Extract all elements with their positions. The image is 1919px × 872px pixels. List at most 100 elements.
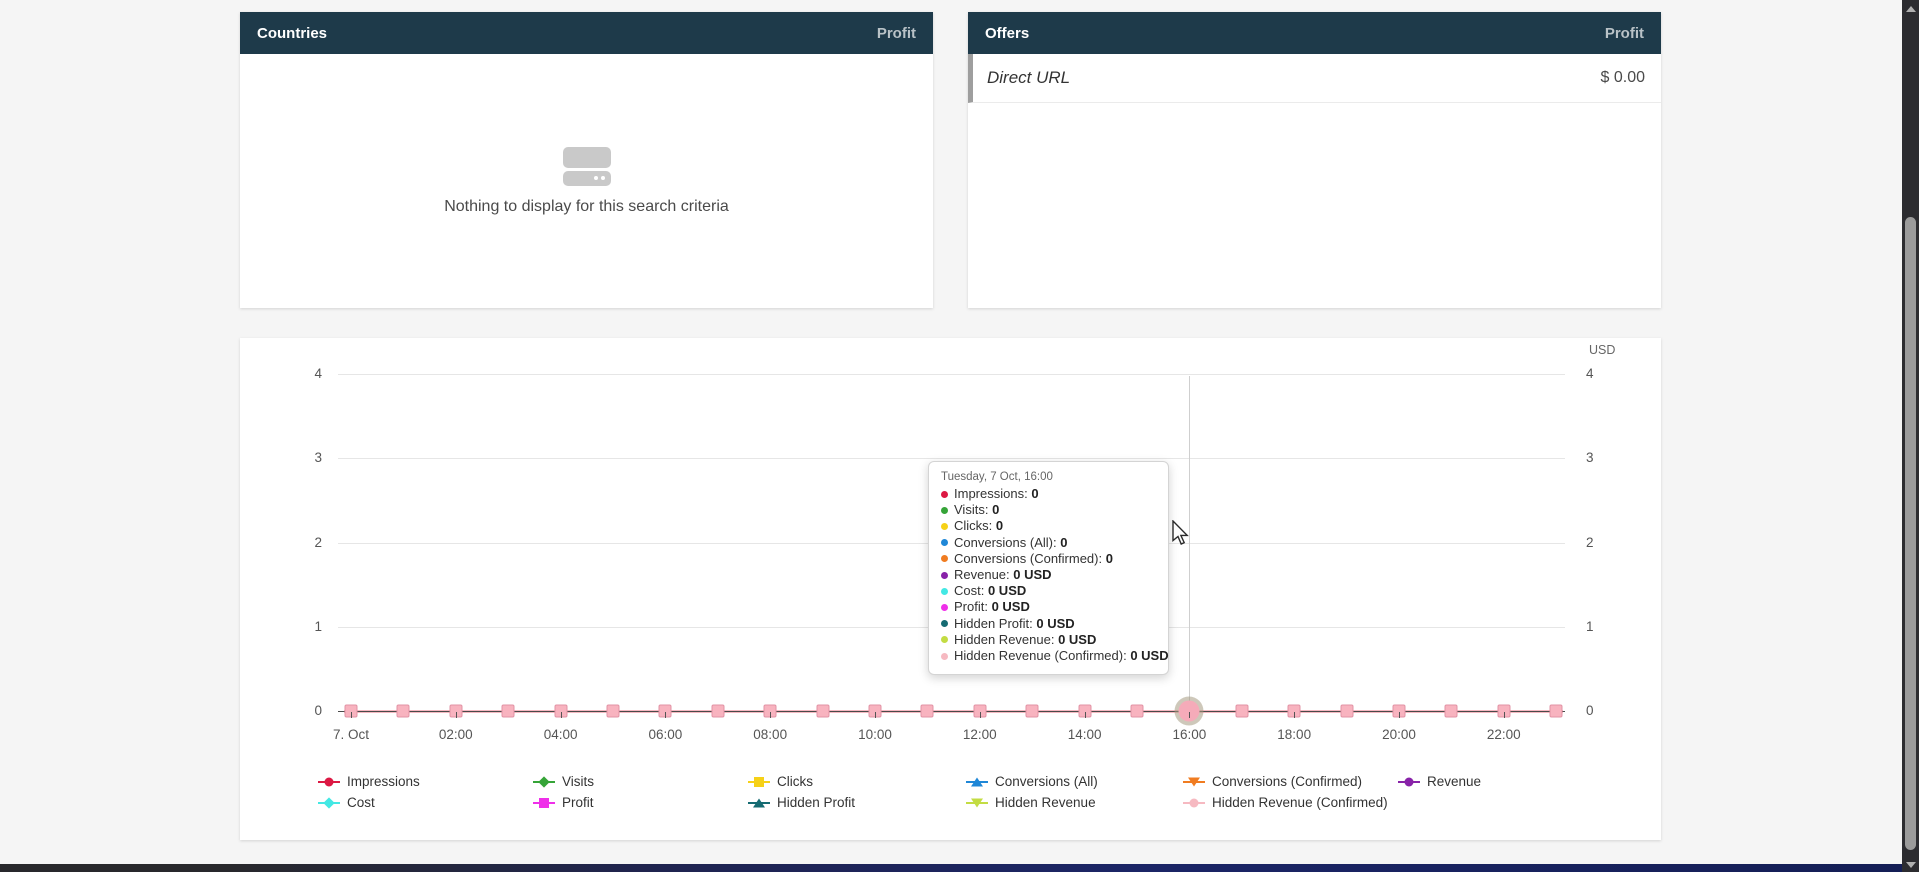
chart-tooltip-title: Tuesday, 7 Oct, 16:00 bbox=[941, 471, 1053, 483]
tooltip-series-row: Visits: 0 bbox=[941, 502, 1156, 518]
tri-down-marker-icon bbox=[966, 796, 988, 810]
legend-shape bbox=[971, 777, 983, 786]
data-point-marker[interactable] bbox=[606, 704, 620, 718]
chart-crosshair-line bbox=[1188, 376, 1191, 701]
x-axis-tickmark bbox=[560, 712, 562, 718]
y-gridline bbox=[338, 458, 1565, 460]
legend-label[interactable]: Hidden Revenue bbox=[995, 795, 1096, 810]
x-axis-tick-label: 14:00 bbox=[1067, 727, 1102, 742]
legend-label[interactable]: Revenue bbox=[1427, 774, 1482, 789]
offers-metric-label[interactable]: Profit bbox=[1604, 24, 1644, 42]
legend-item-visits[interactable]: Visits bbox=[533, 774, 594, 789]
legend-label[interactable]: Hidden Profit bbox=[777, 795, 856, 810]
legend-shape bbox=[753, 798, 765, 807]
chart-tooltip: Tuesday, 7 Oct, 16:00 Impressions: 0 Visi… bbox=[928, 461, 1169, 676]
hovered-data-point[interactable] bbox=[1178, 700, 1200, 722]
legend-label[interactable]: Hidden Revenue (Confirmed) bbox=[1212, 795, 1388, 810]
tooltip-series-bullet bbox=[941, 587, 948, 595]
countries-panel-header: Countries Profit bbox=[240, 12, 933, 54]
x-axis-tick-label: 08:00 bbox=[753, 727, 788, 742]
legend-label[interactable]: Impressions bbox=[347, 774, 420, 789]
countries-panel-title: Countries bbox=[257, 24, 328, 42]
x-axis-tickmark bbox=[979, 712, 981, 718]
legend-item-clicks[interactable]: Clicks bbox=[748, 774, 813, 789]
legend-shape bbox=[754, 776, 764, 787]
y-axis-label-left: 0 bbox=[314, 703, 322, 718]
tooltip-series-row: Profit: 0 USD bbox=[941, 599, 1156, 615]
tooltip-series-row: Revenue: 0 USD bbox=[941, 567, 1156, 583]
legend-item-hidden-revenue[interactable]: Hidden Revenue bbox=[966, 795, 1096, 810]
legend-label[interactable]: Conversions (Confirmed) bbox=[1212, 774, 1363, 789]
x-axis-tickmark bbox=[1399, 712, 1400, 718]
legend-label[interactable]: Clicks bbox=[777, 774, 813, 789]
y-axis-label-right: 2 bbox=[1586, 534, 1594, 550]
mouse-cursor bbox=[1172, 520, 1189, 545]
tooltip-series-bullet bbox=[941, 636, 948, 644]
tooltip-series-text: Visits: 0 bbox=[954, 502, 1000, 518]
data-point-marker[interactable] bbox=[1025, 704, 1039, 718]
legend-item-profit[interactable]: Profit bbox=[533, 795, 594, 810]
x-axis-tickmark bbox=[770, 712, 772, 718]
circle-marker-icon bbox=[318, 775, 340, 789]
bottom-edge-bar bbox=[0, 864, 1902, 872]
tooltip-series-row: Cost: 0 USD bbox=[941, 583, 1156, 599]
offer-row-direct-url[interactable]: Direct URL $ 0.00 bbox=[968, 54, 1661, 103]
offer-profit-value: $ 0.00 bbox=[1600, 69, 1645, 86]
data-point-marker[interactable] bbox=[501, 704, 515, 718]
data-point-marker[interactable] bbox=[1340, 704, 1354, 718]
data-point-marker[interactable] bbox=[1130, 704, 1144, 718]
tri-down-marker-icon bbox=[1183, 775, 1205, 789]
tooltip-series-text: Hidden Revenue: 0 USD bbox=[954, 631, 1097, 647]
data-point-marker[interactable] bbox=[711, 704, 725, 718]
legend-shape bbox=[539, 797, 549, 808]
legend-item-revenue[interactable]: Revenue bbox=[1398, 774, 1481, 789]
scrollbar-thumb[interactable] bbox=[1905, 217, 1916, 850]
x-axis-tickmark bbox=[875, 712, 876, 718]
legend-label[interactable]: Profit bbox=[562, 795, 594, 810]
tooltip-series-bullet bbox=[941, 523, 948, 530]
vertical-scrollbar[interactable] bbox=[1902, 0, 1919, 872]
legend-item-conversions-all[interactable]: Conversions (All) bbox=[966, 774, 1098, 789]
legend-label[interactable]: Cost bbox=[347, 795, 375, 810]
tri-up-marker-icon bbox=[748, 796, 770, 810]
legend-shape bbox=[1189, 798, 1199, 807]
legend-item-hidden-profit[interactable]: Hidden Profit bbox=[748, 795, 855, 810]
data-point-marker[interactable] bbox=[1549, 704, 1563, 718]
square-marker-icon bbox=[533, 796, 555, 810]
legend-label[interactable]: Visits bbox=[562, 774, 595, 789]
y-axis-label-left: 3 bbox=[314, 450, 322, 466]
legend-item-conversions-confirmed[interactable]: Conversions (Confirmed) bbox=[1183, 774, 1362, 789]
tooltip-series-text: Impressions: 0 bbox=[954, 486, 1039, 501]
tooltip-series-bullet bbox=[941, 539, 948, 547]
diamond-marker-icon bbox=[533, 775, 555, 789]
y-axis-label-left: 2 bbox=[314, 534, 322, 550]
offers-panel-header: Offers Profit bbox=[968, 12, 1661, 54]
x-axis-tick-label: 02:00 bbox=[438, 727, 473, 742]
offers-panel-title: Offers bbox=[985, 24, 1030, 42]
tooltip-series-text: Hidden Revenue (Confirmed): 0 USD bbox=[954, 648, 1169, 664]
data-point-marker[interactable] bbox=[396, 704, 410, 718]
legend-shape bbox=[1188, 777, 1200, 786]
scrollbar-down-arrow-icon[interactable] bbox=[1905, 862, 1916, 868]
x-axis-tickmark bbox=[351, 712, 352, 718]
countries-empty-text: Nothing to display for this search crite… bbox=[444, 197, 729, 215]
tooltip-series-row: Hidden Revenue: 0 USD bbox=[941, 632, 1156, 648]
legend-item-impressions[interactable]: Impressions bbox=[318, 774, 420, 789]
countries-metric-label[interactable]: Profit bbox=[876, 24, 916, 42]
legend-label[interactable]: Conversions (All) bbox=[995, 774, 1098, 789]
data-point-marker[interactable] bbox=[1444, 704, 1458, 718]
offer-name[interactable]: Direct URL bbox=[987, 68, 1071, 87]
tooltip-series-row: Clicks: 0 bbox=[941, 518, 1156, 534]
x-axis-tickmark bbox=[1503, 712, 1505, 718]
scrollbar-up-arrow-icon[interactable] bbox=[1905, 6, 1916, 12]
x-axis-tick-label: 22:00 bbox=[1486, 727, 1521, 742]
data-point-marker[interactable] bbox=[1235, 704, 1249, 718]
legend-item-cost[interactable]: Cost bbox=[318, 795, 375, 810]
data-point-marker[interactable] bbox=[920, 704, 934, 718]
legend-item-hidden-revenue-confirmed[interactable]: Hidden Revenue (Confirmed) bbox=[1183, 795, 1388, 810]
tooltip-series-row: Hidden Revenue (Confirmed): 0 USD bbox=[941, 648, 1169, 664]
data-point-marker[interactable] bbox=[816, 704, 830, 718]
offers-panel: Offers Profit Direct URL $ 0.00 bbox=[968, 12, 1661, 308]
circle-marker-icon bbox=[1398, 775, 1420, 789]
